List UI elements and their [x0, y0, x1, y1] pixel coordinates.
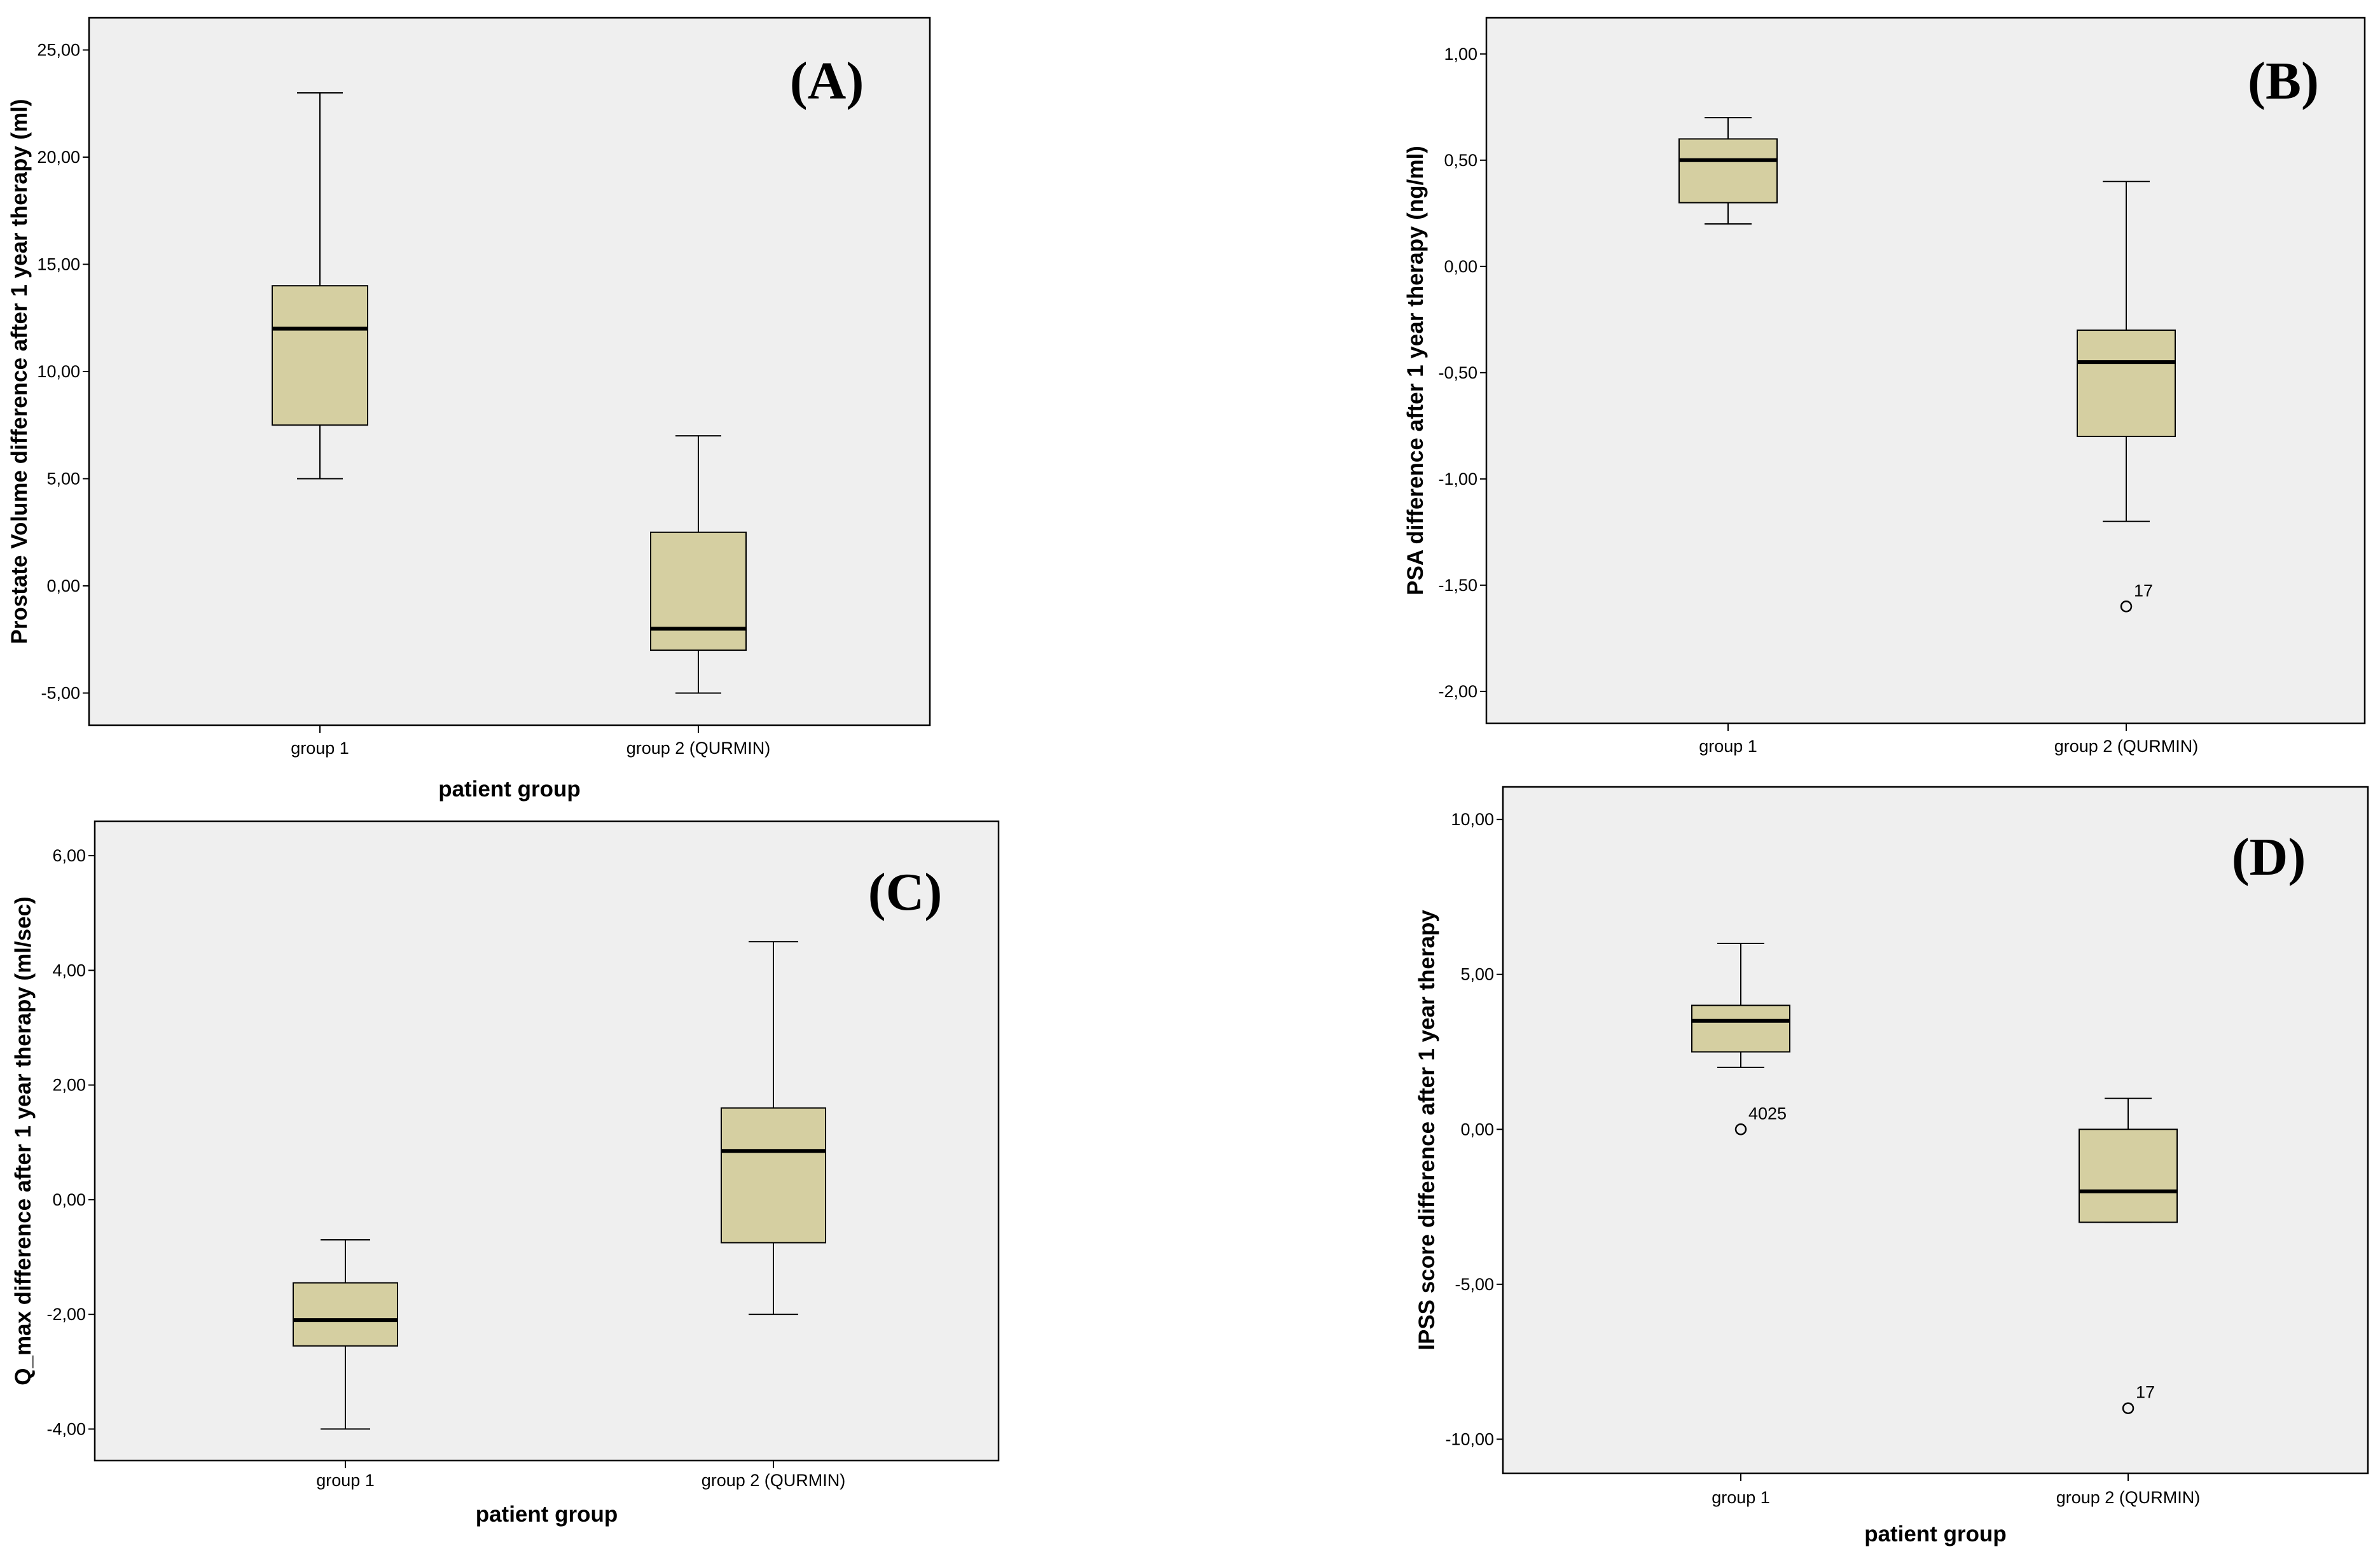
panel-b-outlier-label: 17: [2134, 581, 2153, 600]
panel-d-box: [2079, 1129, 2178, 1223]
panel-c-title: (C): [868, 863, 943, 922]
panel-d-x-tick-label: group 1: [1712, 1488, 1770, 1507]
panel-a-y-tick-label: -5,00: [41, 683, 80, 702]
panel-b-outlier-point: [2120, 601, 2133, 613]
panel-c-x-tick-label: group 2 (QURMIN): [702, 1471, 846, 1490]
panel-b-y-tick-label: -1,00: [1438, 469, 1477, 489]
panel-d-outlier-label: 4025: [1748, 1104, 1787, 1123]
panel-d-outlier-point: [2122, 1402, 2134, 1414]
panel-c-y-tick-label: -4,00: [46, 1419, 86, 1438]
panel-c-y-tick-label: 2,00: [52, 1076, 86, 1095]
panel-d: 10,00 5,00 0,00 -5,00 -10,00 group 1 group 2 (…: [1415, 786, 2369, 1546]
panel-d-y-tick-label: 0,00: [1460, 1120, 1494, 1139]
panel-a-box: [272, 285, 368, 426]
panel-c: 6,00 4,00 2,00 0,00 -2,00 -4,00 group 1 group 2…: [11, 820, 1000, 1527]
panel-b-x-tick-label: group 2 (QURMIN): [2054, 737, 2199, 756]
panel-a-y-tick-label: 10,00: [37, 362, 80, 381]
panel-a-y-tick-label: 15,00: [37, 255, 80, 274]
panel-d-y-tick-label: 10,00: [1451, 810, 1494, 829]
panel-d-plot-area: [1502, 786, 2369, 1475]
panel-c-x-tick-label: group 1: [316, 1471, 375, 1490]
panel-d-y-tick-label: -5,00: [1455, 1275, 1494, 1294]
panel-c-box: [293, 1282, 398, 1347]
panel-a-x-tick-label: group 2 (QURMIN): [626, 739, 771, 758]
panel-b-y-tick-label: 0,50: [1444, 151, 1477, 170]
panel-b: 1,00 0,50 0,00 -0,50 -1,00 -1,50 -2,00 group 1 g…: [1403, 17, 2366, 756]
panel-a-title: (A): [790, 52, 864, 111]
panel-b-title: (B): [2248, 52, 2319, 111]
panel-a-x-tick-label: group 1: [291, 739, 349, 758]
panel-d-x-axis-label: patient group: [1864, 1522, 2007, 1546]
panel-d-box-group-1: 4025: [1691, 943, 1790, 1136]
panel-b-y-tick-label: -2,00: [1438, 682, 1477, 701]
panel-a-y-tick-label: 0,00: [46, 576, 80, 595]
panel-d-y-tick-label: -10,00: [1445, 1429, 1494, 1448]
panel-d-outlier-label: 17: [2136, 1383, 2155, 1402]
panel-d-y-tick-label: 5,00: [1460, 965, 1494, 984]
panel-d-title: (D): [2232, 828, 2306, 887]
panel-a: 25,00 20,00 15,00 10,00 5,00 0,00 -5,00 group 1…: [7, 17, 931, 802]
panel-d-x-tick-label: group 2 (QURMIN): [2056, 1488, 2201, 1507]
panel-b-y-tick-label: -1,50: [1438, 576, 1477, 595]
panel-c-y-tick-label: -2,00: [46, 1305, 86, 1324]
panel-a-y-tick-label: 5,00: [46, 469, 80, 488]
panel-c-y-axis-label: Q_max difference after 1 year therapy (m…: [11, 896, 36, 1385]
panel-a-x-axis-label: patient group: [438, 777, 581, 802]
panel-a-y-tick-label: 25,00: [37, 41, 80, 60]
panel-a-box-group-1: [272, 92, 368, 480]
panel-c-box-group-1: [293, 1239, 398, 1430]
panel-a-box: [650, 531, 747, 651]
panel-b-y-axis-label: PSA difference after 1 year therapy (ng/…: [1403, 146, 1428, 595]
panel-a-box-group-2: [650, 435, 747, 694]
panel-b-box: [2077, 330, 2176, 438]
panel-d-outlier-point: [1734, 1123, 1747, 1136]
panel-c-y-tick-label: 0,00: [52, 1190, 86, 1209]
panel-c-box-group-2: [721, 941, 826, 1316]
panel-b-box: [1678, 138, 1778, 204]
panel-c-y-tick-label: 6,00: [52, 846, 86, 865]
panel-b-box-group-2: 17: [2077, 181, 2176, 613]
panel-d-box-group-2: 17: [2079, 1097, 2178, 1414]
panel-b-y-tick-label: 1,00: [1444, 45, 1477, 64]
panel-b-y-tick-label: -0,50: [1438, 363, 1477, 382]
panel-b-x-tick-label: group 1: [1699, 737, 1757, 756]
panel-d-y-axis-label: IPSS score difference after 1 year thera…: [1415, 910, 1439, 1351]
panel-c-y-tick-label: 4,00: [52, 961, 86, 980]
panel-b-y-tick-label: 0,00: [1444, 257, 1477, 276]
panel-a-y-tick-label: 20,00: [37, 148, 80, 167]
panel-b-box-group-1: [1678, 116, 1778, 225]
panel-a-y-axis-label: Prostate Volume difference after 1 year …: [7, 99, 32, 644]
panel-c-box: [721, 1107, 826, 1244]
panel-c-plot-area: [93, 820, 1000, 1462]
panel-b-plot-area: [1485, 17, 2366, 725]
panel-a-plot-area: [88, 17, 931, 726]
panel-d-box: [1691, 1004, 1790, 1053]
panel-c-x-axis-label: patient group: [476, 1502, 618, 1527]
